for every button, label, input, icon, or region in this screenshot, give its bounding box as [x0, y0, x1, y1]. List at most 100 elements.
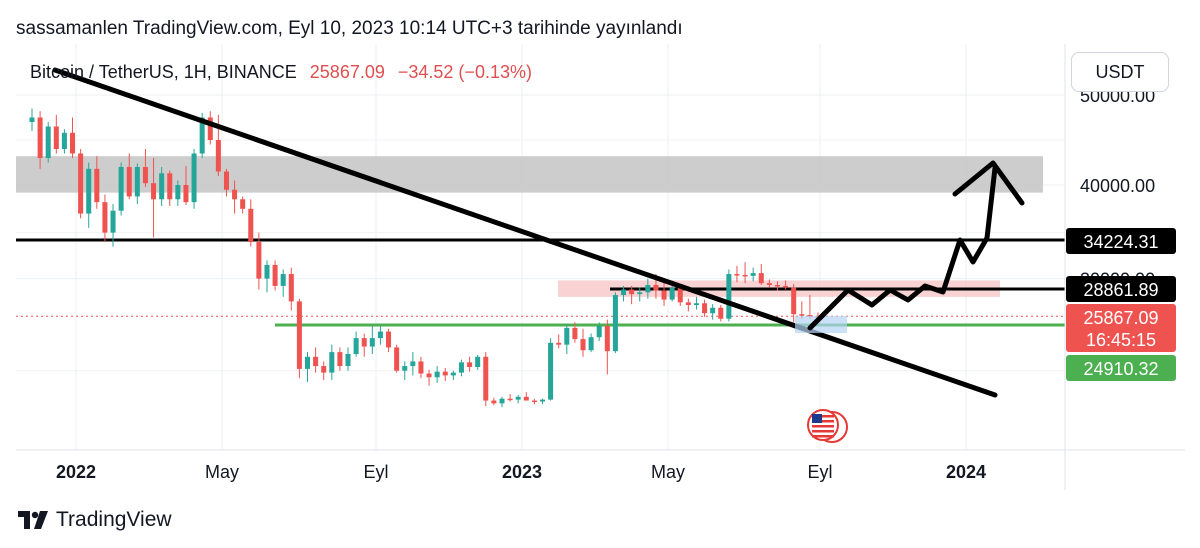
candle	[758, 263, 764, 285]
us-flag-icon[interactable]	[807, 409, 848, 443]
candle-body	[191, 153, 197, 203]
candle-body	[151, 183, 157, 200]
candle-body	[321, 366, 327, 373]
candle	[702, 299, 708, 317]
candle-body	[450, 372, 456, 376]
candle-body	[766, 283, 772, 285]
candle	[134, 163, 140, 205]
candle-body	[94, 168, 100, 203]
symbol-legend: Bitcoin / TetherUS, 1H, BINANCE 25867.09…	[30, 62, 532, 83]
candle	[507, 394, 513, 402]
candle	[126, 153, 132, 200]
trend-line	[52, 67, 998, 398]
candle	[142, 149, 148, 187]
candle	[86, 162, 92, 228]
candle-body	[70, 132, 76, 154]
candle	[304, 352, 311, 382]
candle-body	[45, 126, 51, 158]
currency-button[interactable]: USDT	[1071, 52, 1169, 92]
candle-body	[426, 373, 432, 378]
candle	[774, 281, 780, 291]
candle-body	[78, 153, 84, 214]
price-label-bg	[1066, 276, 1176, 302]
candle-body	[475, 356, 481, 368]
candle-body	[329, 352, 335, 373]
candle	[637, 287, 643, 302]
footer-brand: TradingView	[56, 508, 172, 531]
x-tick-label: 2022	[56, 462, 96, 482]
candle	[734, 265, 740, 283]
candle	[783, 280, 789, 290]
candle	[718, 305, 724, 322]
candle-body	[394, 347, 400, 371]
x-tick-label: 2023	[502, 462, 542, 482]
flag-stripe	[812, 430, 834, 433]
candle-body	[29, 117, 35, 122]
last-price: 25867.09	[309, 62, 385, 82]
price-change: −34.52 (−0.13%)	[397, 62, 532, 82]
candle-body	[483, 356, 489, 401]
candle-body	[207, 117, 213, 140]
candle	[742, 262, 748, 284]
candle-body	[110, 210, 116, 233]
price-label-value: 34224.31	[1083, 232, 1158, 252]
candle-body	[232, 189, 238, 200]
candle	[418, 356, 424, 379]
candle-body	[515, 396, 521, 400]
candle	[45, 122, 51, 163]
candle-body	[86, 168, 92, 214]
candle-body	[653, 284, 659, 291]
candle	[426, 369, 432, 386]
publish-header: sassamanlen TradingView.com, Eyl 10, 202…	[16, 18, 683, 39]
candle	[791, 284, 797, 323]
candle-body	[434, 371, 440, 378]
candle-body	[604, 326, 610, 352]
candle-body	[296, 301, 302, 369]
candle-body	[369, 338, 375, 347]
candle	[580, 328, 586, 357]
candle	[677, 285, 683, 306]
candle	[183, 166, 189, 205]
candle	[442, 367, 448, 381]
candle-body	[313, 356, 319, 367]
candle	[515, 394, 521, 404]
candle-body	[248, 208, 254, 243]
candle	[564, 324, 570, 354]
candle-body	[264, 264, 270, 279]
candle-body	[361, 338, 367, 347]
candle-body	[142, 167, 148, 184]
candle	[475, 354, 481, 370]
candle-body	[337, 352, 343, 367]
footer: TradingView	[18, 508, 172, 532]
candle-body	[467, 362, 473, 368]
candle-body	[175, 185, 181, 200]
candle	[467, 356, 473, 372]
candle	[539, 398, 546, 405]
candle-body	[588, 337, 594, 351]
candle-body	[572, 327, 578, 340]
candle	[726, 269, 732, 322]
candle-body	[256, 242, 262, 279]
candle-body	[718, 307, 724, 319]
projection-arrowhead	[952, 160, 1025, 206]
candle	[410, 352, 416, 376]
candle	[458, 359, 464, 377]
candle-body	[774, 284, 780, 287]
candle	[167, 170, 173, 206]
candle	[37, 111, 43, 169]
flag-stripe	[812, 425, 834, 428]
candle-body	[783, 285, 789, 288]
candle-body	[304, 356, 311, 369]
candle-body	[353, 338, 359, 354]
candle-body	[677, 287, 683, 303]
candle-body	[288, 274, 294, 302]
candle-body	[531, 400, 537, 403]
candle-body	[499, 398, 505, 404]
candle	[685, 298, 691, 312]
x-tick-label: May	[651, 462, 685, 482]
symbol-name: Bitcoin / TetherUS, 1H, BINANCE	[30, 62, 297, 82]
x-tick-label: 2024	[946, 462, 986, 482]
candle	[280, 269, 286, 297]
